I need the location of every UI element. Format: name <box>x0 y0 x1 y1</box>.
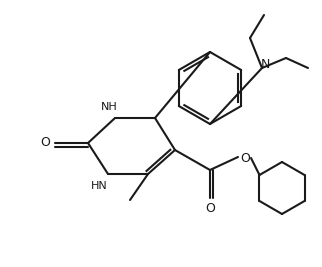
Text: N: N <box>260 58 270 72</box>
Text: HN: HN <box>90 181 107 191</box>
Text: O: O <box>240 151 250 164</box>
Text: NH: NH <box>100 102 118 112</box>
Text: O: O <box>40 136 50 150</box>
Text: O: O <box>205 202 215 214</box>
